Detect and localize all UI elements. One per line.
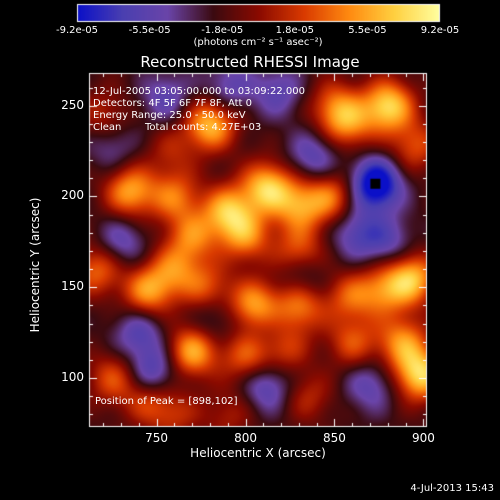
annotation-detectors: Detectors: 4F 5F 6F 7F 8F, Att 0 [93,98,253,109]
colorbar-tick-label: -9.2e-05 [56,25,98,36]
annotation-peak-position: Position of Peak = [898,102] [95,396,238,407]
colorbar-tick-label: -1.8e-05 [201,25,244,36]
footer-timestamp: 4-Jul-2013 15:43 [410,483,494,494]
x-tick-label: 800 [234,431,257,445]
colorbar-unit-label: (photons cm⁻² s⁻¹ asec⁻²) [193,37,323,48]
x-tick-label: 900 [411,431,435,445]
y-tick-label: 150 [61,279,84,294]
y-tick-label: 100 [61,369,84,384]
x-axis-label: Heliocentric X (arcsec) [190,446,326,460]
colorbar-tick-label: -5.5e-05 [128,25,171,36]
annotation-energy: Energy Range: 25.0 - 50.0 keV [93,110,246,121]
annotation-clean: Clean [93,122,122,133]
x-tick-label: 850 [323,431,346,445]
x-tick-label: 750 [145,431,169,445]
colorbar-tick-label: 5.5e-05 [348,25,387,36]
annotation-time: 12-Jul-2005 03:05:00.000 to 03:09:22.000 [93,86,305,97]
y-axis-label: Heliocentric Y (arcsec) [28,197,42,333]
y-tick-label: 250 [61,97,84,112]
annotation-total-counts: Total counts: 4.27E+03 [145,122,262,133]
colorbar-tick-label: 1.8e-05 [275,25,314,36]
y-tick-label: 200 [61,188,84,203]
chart-title: Reconstructed RHESSI Image [140,53,360,71]
colorbar-tick-label: 9.2e-05 [420,25,460,36]
